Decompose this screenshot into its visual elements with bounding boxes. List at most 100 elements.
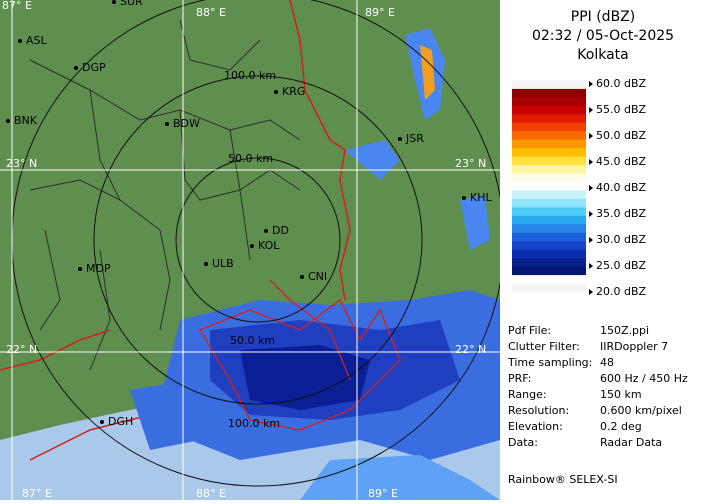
scale-band <box>512 182 586 191</box>
city-dot <box>264 229 268 233</box>
info-key: Resolution: <box>508 404 569 417</box>
scale-label: 45.0 dBZ <box>596 155 647 168</box>
city-dot <box>274 90 278 94</box>
city-dot <box>100 420 104 424</box>
scale-arrow <box>589 107 593 113</box>
graticule-label: 22° N <box>455 343 486 356</box>
city-dot <box>112 0 116 4</box>
scale-band <box>512 198 586 208</box>
scale-band <box>512 148 586 158</box>
scale-label: 35.0 dBZ <box>596 207 647 220</box>
scale-band <box>512 165 586 175</box>
scale-band <box>512 232 586 242</box>
scale-label: 55.0 dBZ <box>596 103 647 116</box>
info-key: Clutter Filter: <box>508 340 580 353</box>
graticule-label: 88° E <box>196 487 226 500</box>
border <box>0 329 111 371</box>
graticule-label: 89° E <box>365 6 395 19</box>
scale-band <box>512 275 586 285</box>
scale-label: 50.0 dBZ <box>596 129 647 142</box>
scale-band <box>512 241 586 251</box>
info-value: 600 Hz / 450 Hz <box>600 372 688 385</box>
graticule-label: 87° E <box>22 487 52 500</box>
city-label: CNI <box>308 270 327 283</box>
info-value: Radar Data <box>600 436 662 449</box>
city-dot <box>18 39 22 43</box>
info-value: 150Z.ppi <box>600 324 649 337</box>
graticule-label: 87° E <box>2 0 32 12</box>
sea <box>0 400 180 500</box>
scale-arrow <box>589 211 593 217</box>
scale-band <box>512 190 586 200</box>
districts <box>29 19 301 371</box>
city-label: KOL <box>258 239 280 252</box>
city-label: DGP <box>82 61 106 74</box>
range-label: 50.0 km <box>228 152 273 165</box>
info-key: Elevation: <box>508 420 563 433</box>
rivers <box>199 279 401 431</box>
city-label: DGH <box>108 415 133 428</box>
scale-arrow <box>589 289 593 295</box>
graticule-label: 22° N <box>6 343 37 356</box>
scale-arrow <box>589 159 593 165</box>
footer: Rainbow® SELEX-SI <box>508 473 618 486</box>
city-dot <box>204 262 208 266</box>
scale-band <box>512 88 586 98</box>
graticule-label: 88° E <box>196 6 226 19</box>
scale-label: 30.0 dBZ <box>596 233 647 246</box>
border <box>289 0 351 301</box>
city-dot <box>165 122 169 126</box>
info-value: 0.600 km/pixel <box>600 404 682 417</box>
info-key: Pdf File: <box>508 324 551 337</box>
scale-band <box>512 122 586 132</box>
legend-panel: PPI (dBZ) 02:32 / 05-Oct-2025 Kolkata Ra… <box>500 0 706 500</box>
scale-band <box>512 207 586 217</box>
city-label: MDP <box>86 262 111 275</box>
city-label: ULB <box>212 257 234 270</box>
scale-band <box>512 131 586 141</box>
info-value: 48 <box>600 356 614 369</box>
city-dot <box>6 119 10 123</box>
graticule <box>0 0 500 500</box>
city-label: ASL <box>26 34 48 47</box>
scale-band <box>512 80 586 90</box>
station: Kolkata <box>577 47 628 63</box>
city-label: JSR <box>405 132 424 145</box>
panel-title: PPI (dBZ) <box>571 9 635 25</box>
city-dot <box>78 267 82 271</box>
scale-arrow <box>589 185 593 191</box>
city-dot <box>462 196 466 200</box>
scale-band <box>512 249 586 259</box>
scale-band <box>512 114 586 124</box>
scale-band <box>512 258 586 268</box>
scale-arrow <box>589 81 593 87</box>
scale-arrow <box>589 237 593 243</box>
scale-band <box>512 105 586 115</box>
scale-label: 60.0 dBZ <box>596 77 647 90</box>
city-dot <box>398 137 402 141</box>
city-label: SUR <box>120 0 143 8</box>
info-value: IIRDoppler 7 <box>600 340 668 353</box>
scale-band <box>512 72 586 81</box>
city-dot <box>74 66 78 70</box>
info-value: 0.2 deg <box>600 420 642 433</box>
info-key: Data: <box>508 436 538 449</box>
scale-band <box>512 224 586 234</box>
scale-band <box>512 156 586 166</box>
city-dot <box>300 275 304 279</box>
datetime: 02:32 / 05-Oct-2025 <box>532 28 674 44</box>
scale-band <box>512 283 586 293</box>
scale-label: 20.0 dBZ <box>596 285 647 298</box>
info-key: Range: <box>508 388 547 401</box>
city-label: DD <box>272 224 289 237</box>
graticule-label: 23° N <box>455 157 486 170</box>
info-value: 150 km <box>600 388 642 401</box>
info-key: Time sampling: <box>507 356 592 369</box>
info-key: PRF: <box>508 372 531 385</box>
scale-band <box>512 173 586 183</box>
scale-band <box>512 97 586 107</box>
range-label: 100.0 km <box>228 417 280 430</box>
scale-band <box>512 266 586 276</box>
scale-arrow <box>589 133 593 139</box>
